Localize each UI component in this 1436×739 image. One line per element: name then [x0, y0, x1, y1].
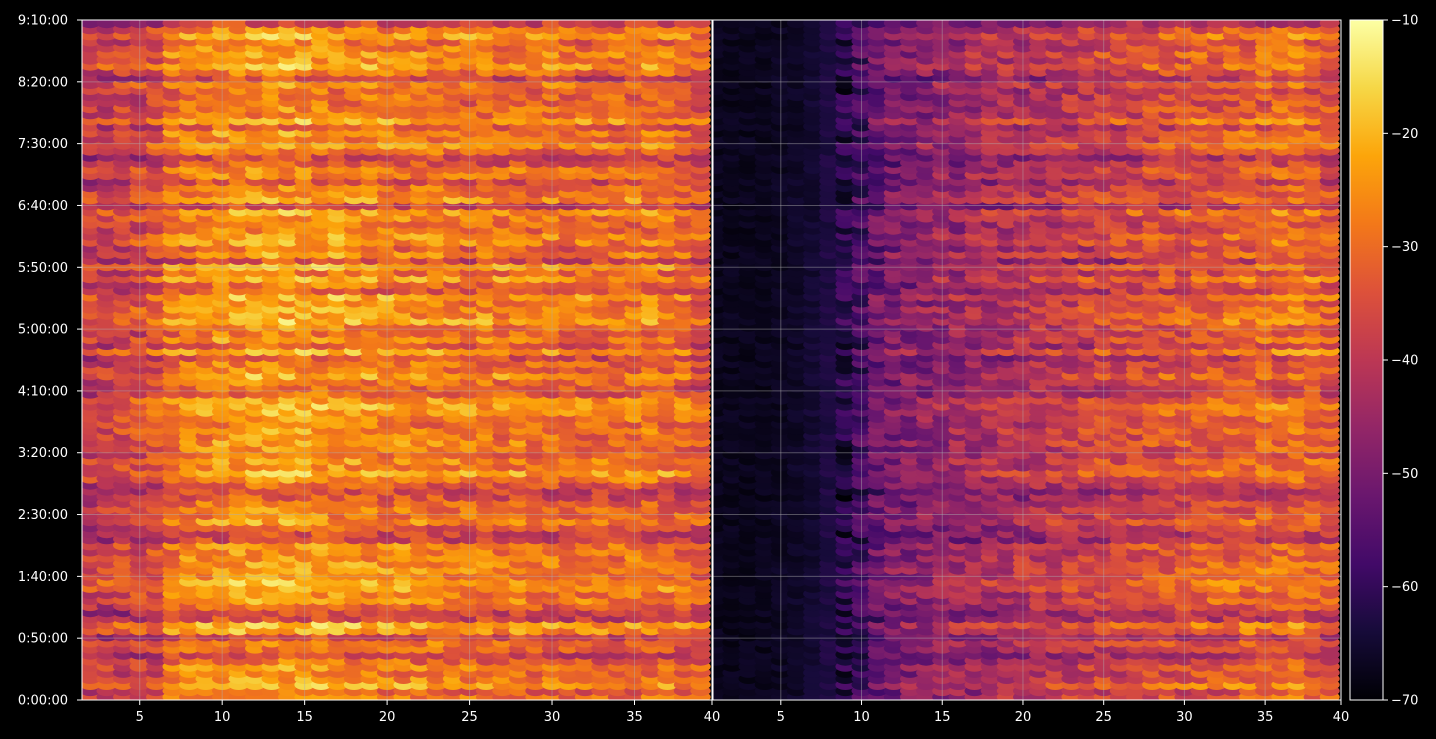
right-heatmap-panel: 5 10 15 20 25 30 35 40 — [713, 20, 1349, 725]
x-tick-label: 25 — [461, 710, 478, 725]
x-tick-label: 20 — [379, 710, 396, 725]
x-tick-label: 10 — [214, 710, 231, 725]
left-heatmap-panel: 5 10 15 20 25 30 35 40 — [82, 20, 721, 725]
x-tick-label: 15 — [296, 710, 313, 725]
x-tick-label: 30 — [544, 710, 561, 725]
x-tick-label: 40 — [704, 710, 721, 725]
x-tick-label: 35 — [626, 710, 643, 725]
x-tick-label: 5 — [136, 710, 144, 725]
